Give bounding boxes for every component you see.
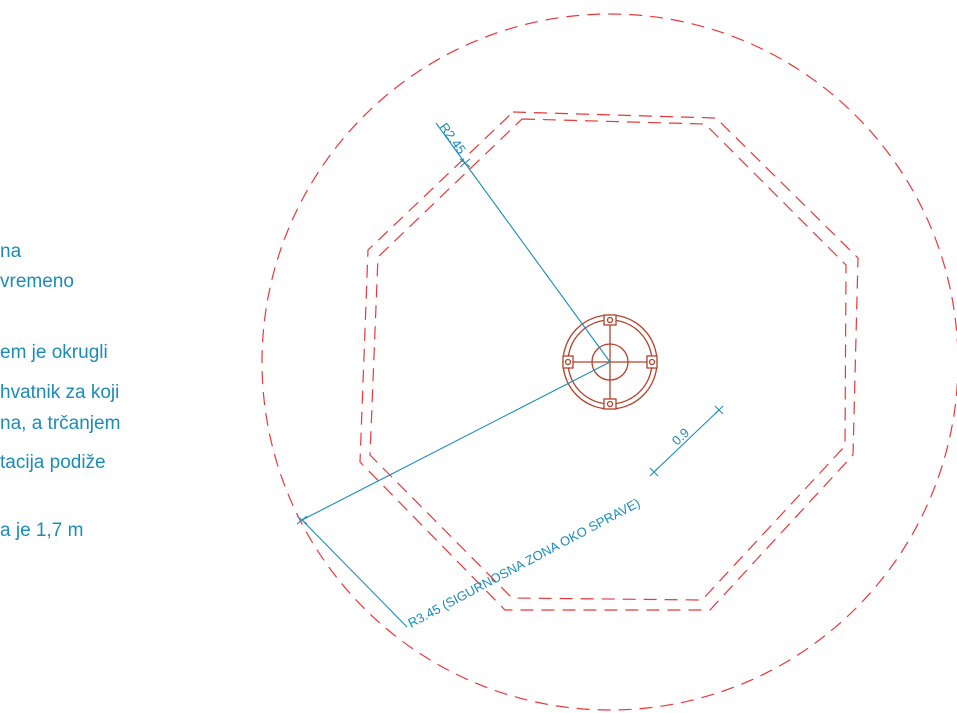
description-line: na, a trčanjem [0,413,121,434]
description-text: na vremeno em je okrugli hvatnik za koji… [0,0,200,713]
outer-radius-dimension [296,361,611,628]
description-line: em je okrugli [0,342,108,363]
description-line: tacija podiže [0,452,106,473]
description-line: vremeno [0,271,74,292]
safety-zone-circle [261,13,957,711]
zone-octagon-outer [359,111,859,611]
width-label: 0.9 [669,425,692,448]
description-line: a je 1,7 m [0,520,84,541]
inner-radius-label: R2.45 [437,120,470,157]
inner-radius-dimension [435,122,611,363]
description-line: hvatnik za koji [0,382,120,403]
width-dimension [649,405,724,477]
description-line: na [0,241,22,262]
